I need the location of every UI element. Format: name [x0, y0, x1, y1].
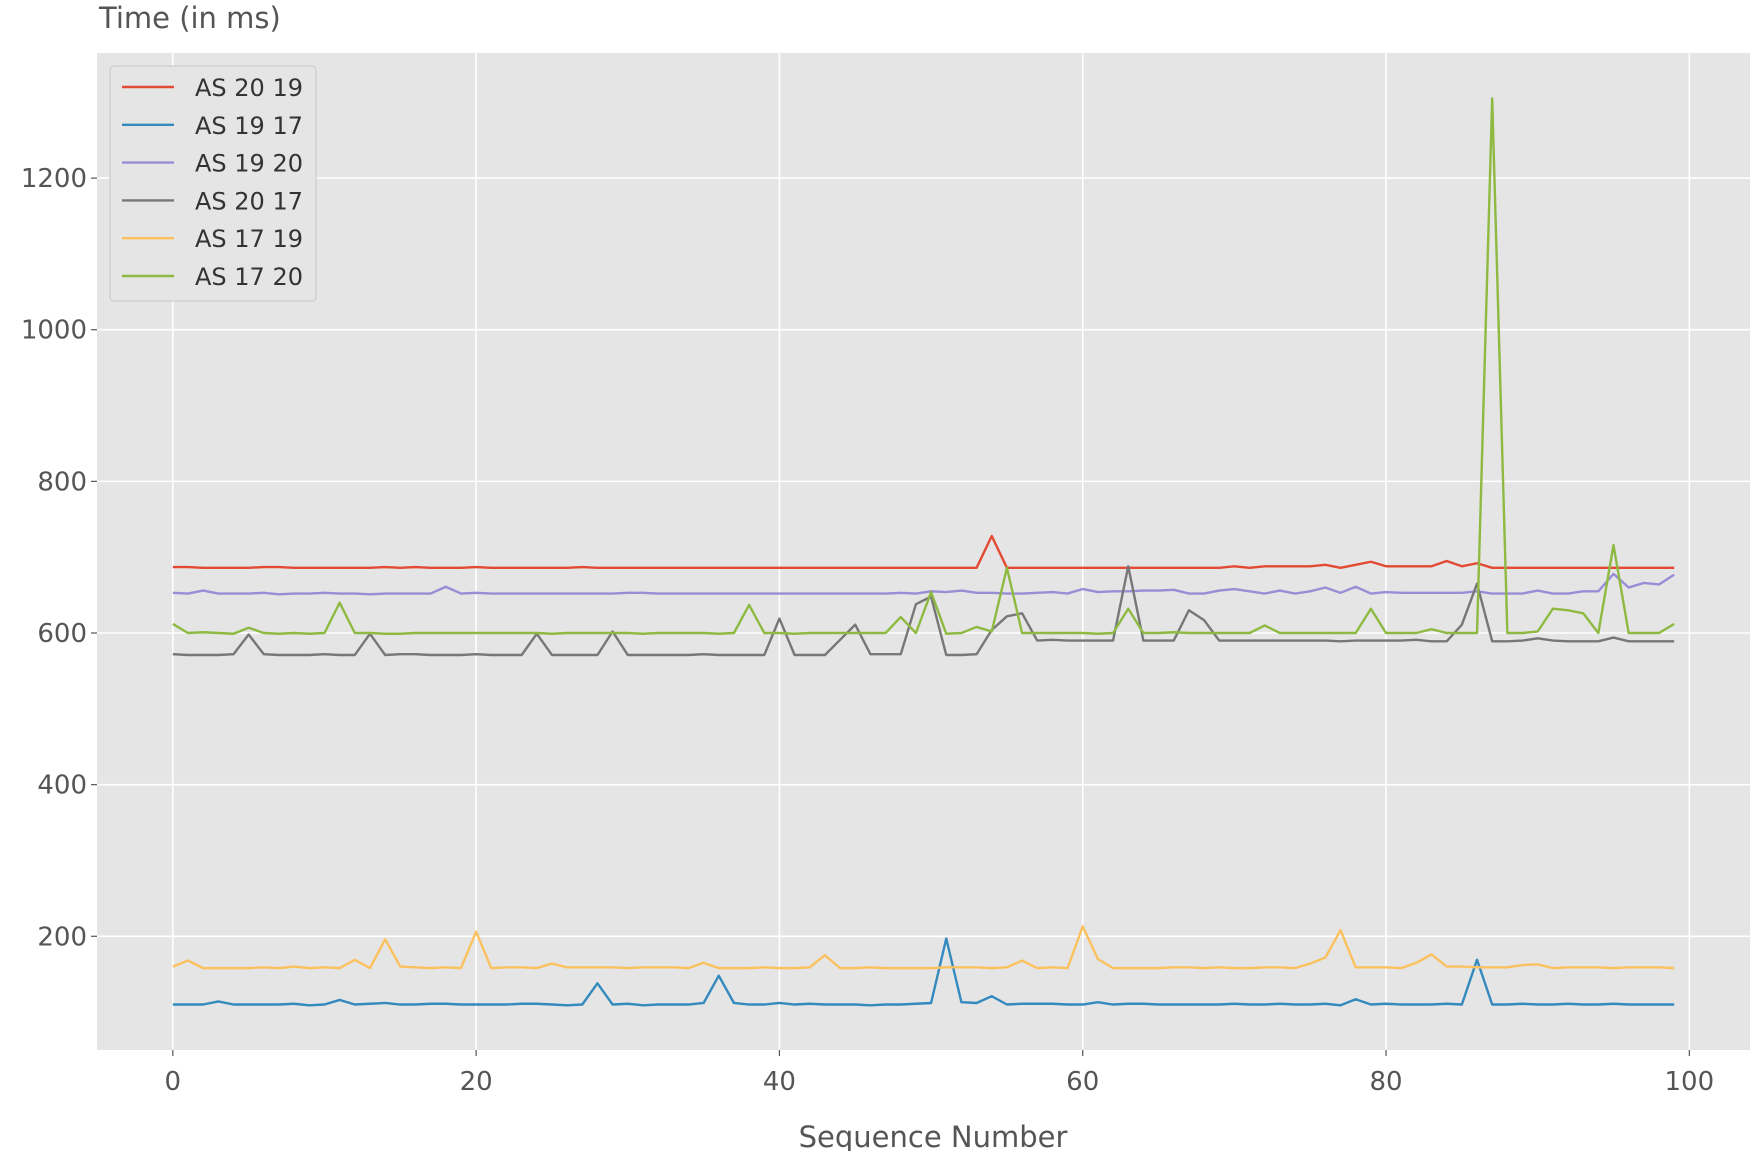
series-line-as-20-19	[172, 534, 1675, 569]
x-axis-ticks: 0 20 40 60 80 100	[165, 1050, 1715, 1097]
y-tick-label: 400	[37, 771, 87, 801]
y-tick-label: 1200	[21, 164, 87, 194]
series-line-as-17-19	[172, 925, 1675, 970]
series-line-as-19-17	[172, 937, 1675, 1007]
x-tick-label: 100	[1665, 1067, 1715, 1097]
y-tick-label: 200	[37, 922, 87, 952]
y-tick-label: 1000	[21, 316, 87, 346]
plot-area-background	[97, 53, 1750, 1050]
legend-label-as-20-19: AS 20 19	[195, 74, 303, 102]
x-tick-label: 0	[165, 1067, 182, 1097]
y-axis-title: Time (in ms)	[98, 1, 281, 35]
series-line-as-19-20	[172, 572, 1675, 596]
x-tick-label: 40	[763, 1067, 796, 1097]
legend-label-as-17-20: AS 17 20	[195, 263, 303, 291]
series-lines	[172, 97, 1675, 1007]
y-axis-ticks: 200 400 600 800 1000 1200	[21, 164, 97, 952]
x-tick-label: 20	[460, 1067, 493, 1097]
y-tick-label: 800	[37, 467, 87, 497]
x-tick-label: 60	[1066, 1067, 1099, 1097]
x-axis-title: Sequence Number	[799, 1120, 1068, 1151]
legend-label-as-19-17: AS 19 17	[195, 112, 303, 140]
legend-label-as-19-20: AS 19 20	[195, 150, 303, 178]
legend: AS 20 19 AS 19 17 AS 19 20 AS 20 17 AS 17 19…	[109, 65, 317, 302]
grid-lines	[97, 53, 1750, 1050]
legend-label-as-17-19: AS 17 19	[195, 225, 303, 253]
legend-label-as-20-17: AS 20 17	[195, 187, 303, 215]
y-tick-label: 600	[37, 619, 87, 649]
series-line-as-20-17	[172, 565, 1675, 657]
x-tick-label: 80	[1369, 1067, 1402, 1097]
series-line-as-17-20	[172, 97, 1675, 635]
